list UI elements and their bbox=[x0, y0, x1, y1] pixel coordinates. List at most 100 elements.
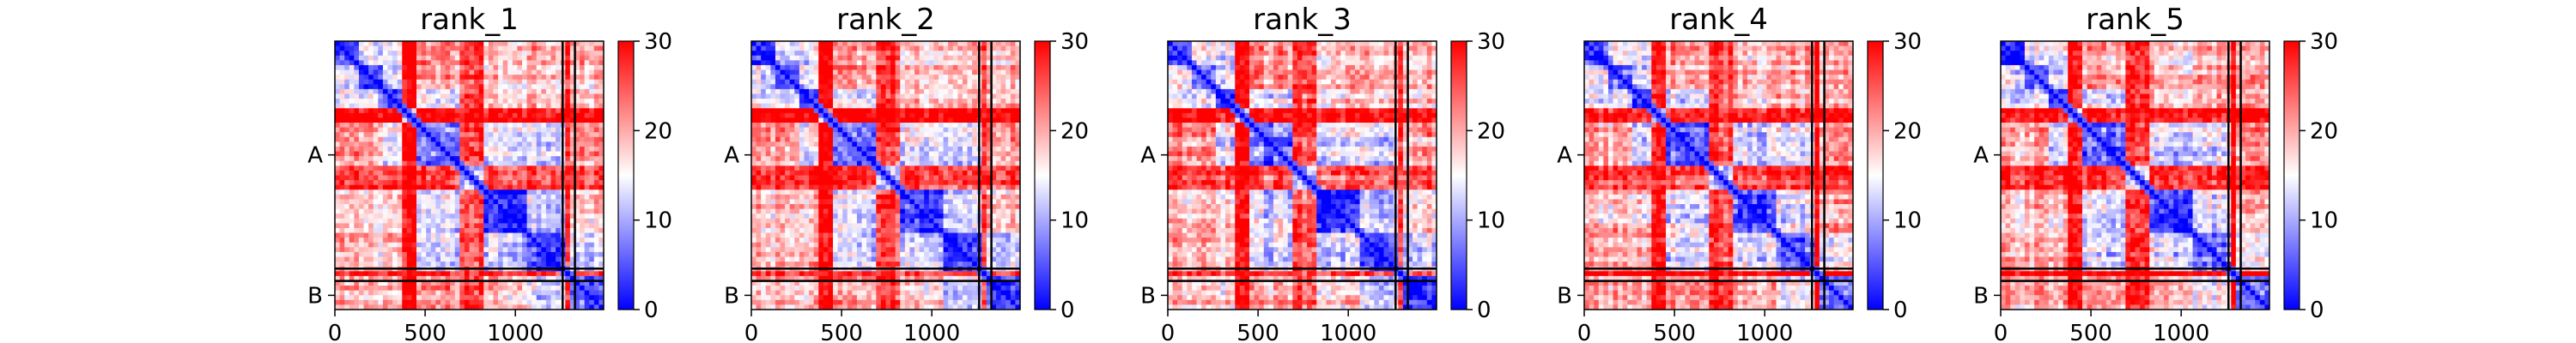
heatmap-cell bbox=[775, 69, 781, 75]
heatmap-cell bbox=[550, 108, 556, 114]
heatmap-cell bbox=[517, 223, 523, 229]
heatmap-cell bbox=[421, 136, 427, 142]
heatmap-cell bbox=[435, 141, 441, 147]
heatmap-cell bbox=[378, 165, 384, 172]
heatmap-cell bbox=[1000, 64, 1006, 70]
heatmap-cell bbox=[928, 99, 934, 105]
heatmap-cell bbox=[469, 280, 475, 286]
heatmap-cell bbox=[421, 256, 427, 262]
heatmap-cell bbox=[924, 117, 930, 123]
heatmap-cell bbox=[909, 41, 915, 46]
heatmap-cell bbox=[852, 60, 858, 66]
heatmap-cell bbox=[584, 304, 590, 310]
heatmap-cell bbox=[919, 141, 925, 147]
heatmap-cell bbox=[474, 190, 480, 196]
heatmap-cell bbox=[445, 151, 451, 157]
heatmap-cell bbox=[411, 151, 417, 157]
heatmap-cell bbox=[382, 55, 388, 61]
heatmap-cell bbox=[1015, 141, 1021, 147]
heatmap-cell bbox=[545, 214, 551, 220]
heatmap-cell bbox=[765, 141, 771, 147]
heatmap-cell bbox=[416, 51, 422, 57]
heatmap-cell bbox=[397, 175, 403, 181]
heatmap-cell bbox=[962, 123, 968, 129]
heatmap-cell bbox=[358, 256, 364, 262]
heatmap-cell bbox=[512, 160, 518, 166]
heatmap-cell bbox=[928, 194, 934, 200]
heatmap-cell bbox=[866, 55, 872, 61]
heatmap-cell bbox=[876, 99, 882, 105]
heatmap-cell bbox=[770, 127, 776, 133]
heatmap-cell bbox=[885, 160, 891, 166]
heatmap-cell bbox=[545, 99, 551, 105]
heatmap-cell bbox=[450, 204, 456, 210]
heatmap-cell bbox=[416, 127, 422, 133]
heatmap-cell bbox=[339, 170, 345, 176]
heatmap-cell bbox=[598, 271, 605, 277]
heatmap-cell bbox=[837, 194, 843, 200]
heatmap-cell bbox=[397, 204, 403, 210]
heatmap-cell bbox=[924, 127, 930, 133]
heatmap-cell bbox=[358, 184, 364, 190]
heatmap-cell bbox=[382, 136, 388, 142]
heatmap-cell bbox=[406, 123, 412, 129]
heatmap-cell bbox=[972, 190, 978, 196]
heatmap-cell bbox=[521, 93, 527, 99]
heatmap-cell bbox=[493, 204, 499, 210]
heatmap-cell bbox=[426, 208, 432, 214]
heatmap-cell bbox=[335, 286, 340, 292]
heatmap-cell bbox=[426, 242, 432, 248]
heatmap-cell bbox=[866, 84, 872, 90]
heatmap-cell bbox=[387, 55, 393, 61]
heatmap-cell bbox=[440, 55, 446, 61]
heatmap-cell bbox=[861, 55, 867, 61]
heatmap-cell bbox=[861, 45, 867, 51]
heatmap-cell bbox=[521, 223, 527, 229]
heatmap-cell bbox=[1000, 84, 1006, 90]
heatmap-cell bbox=[914, 156, 920, 162]
heatmap-cell bbox=[464, 214, 470, 220]
heatmap-cell bbox=[852, 84, 858, 90]
heatmap-cell bbox=[426, 41, 432, 46]
heatmap-cell bbox=[770, 151, 776, 157]
heatmap-cell bbox=[464, 132, 470, 138]
heatmap-cell bbox=[454, 108, 460, 114]
heatmap-cell bbox=[589, 151, 595, 157]
heatmap-cell bbox=[488, 165, 494, 172]
heatmap-cell bbox=[962, 117, 968, 123]
heatmap-cell bbox=[756, 151, 762, 157]
heatmap-cell bbox=[440, 204, 446, 210]
heatmap-cell bbox=[589, 204, 595, 210]
heatmap-cell bbox=[344, 256, 350, 262]
heatmap-cell bbox=[962, 69, 968, 75]
heatmap-cell bbox=[502, 238, 508, 244]
heatmap-cell bbox=[569, 227, 575, 233]
heatmap-cell bbox=[349, 103, 355, 109]
heatmap-cell bbox=[914, 84, 920, 90]
heatmap-cell bbox=[445, 232, 451, 238]
heatmap-cell bbox=[895, 45, 901, 51]
heatmap-cell bbox=[435, 41, 441, 46]
heatmap-cell bbox=[445, 184, 451, 190]
heatmap-cell bbox=[580, 55, 586, 61]
heatmap-cell bbox=[1015, 51, 1021, 57]
heatmap-cell bbox=[454, 55, 460, 61]
heatmap-cell bbox=[1005, 88, 1012, 94]
heatmap-cell bbox=[354, 93, 360, 99]
heatmap-cell bbox=[751, 151, 756, 157]
heatmap-cell bbox=[478, 103, 484, 109]
heatmap-cell bbox=[799, 180, 805, 186]
heatmap-cell bbox=[474, 227, 480, 233]
heatmap-cell bbox=[363, 45, 369, 51]
heatmap-cell bbox=[498, 84, 504, 90]
heatmap-cell bbox=[354, 146, 360, 152]
heatmap-cell bbox=[981, 141, 987, 147]
heatmap-cell bbox=[833, 156, 839, 162]
heatmap-cell bbox=[856, 132, 862, 138]
heatmap-cell bbox=[402, 156, 408, 162]
heatmap-cell bbox=[804, 175, 810, 181]
heatmap-cell bbox=[598, 194, 605, 200]
heatmap-cell bbox=[770, 190, 776, 196]
heatmap-cell bbox=[799, 41, 805, 46]
heatmap-cell bbox=[526, 151, 532, 157]
